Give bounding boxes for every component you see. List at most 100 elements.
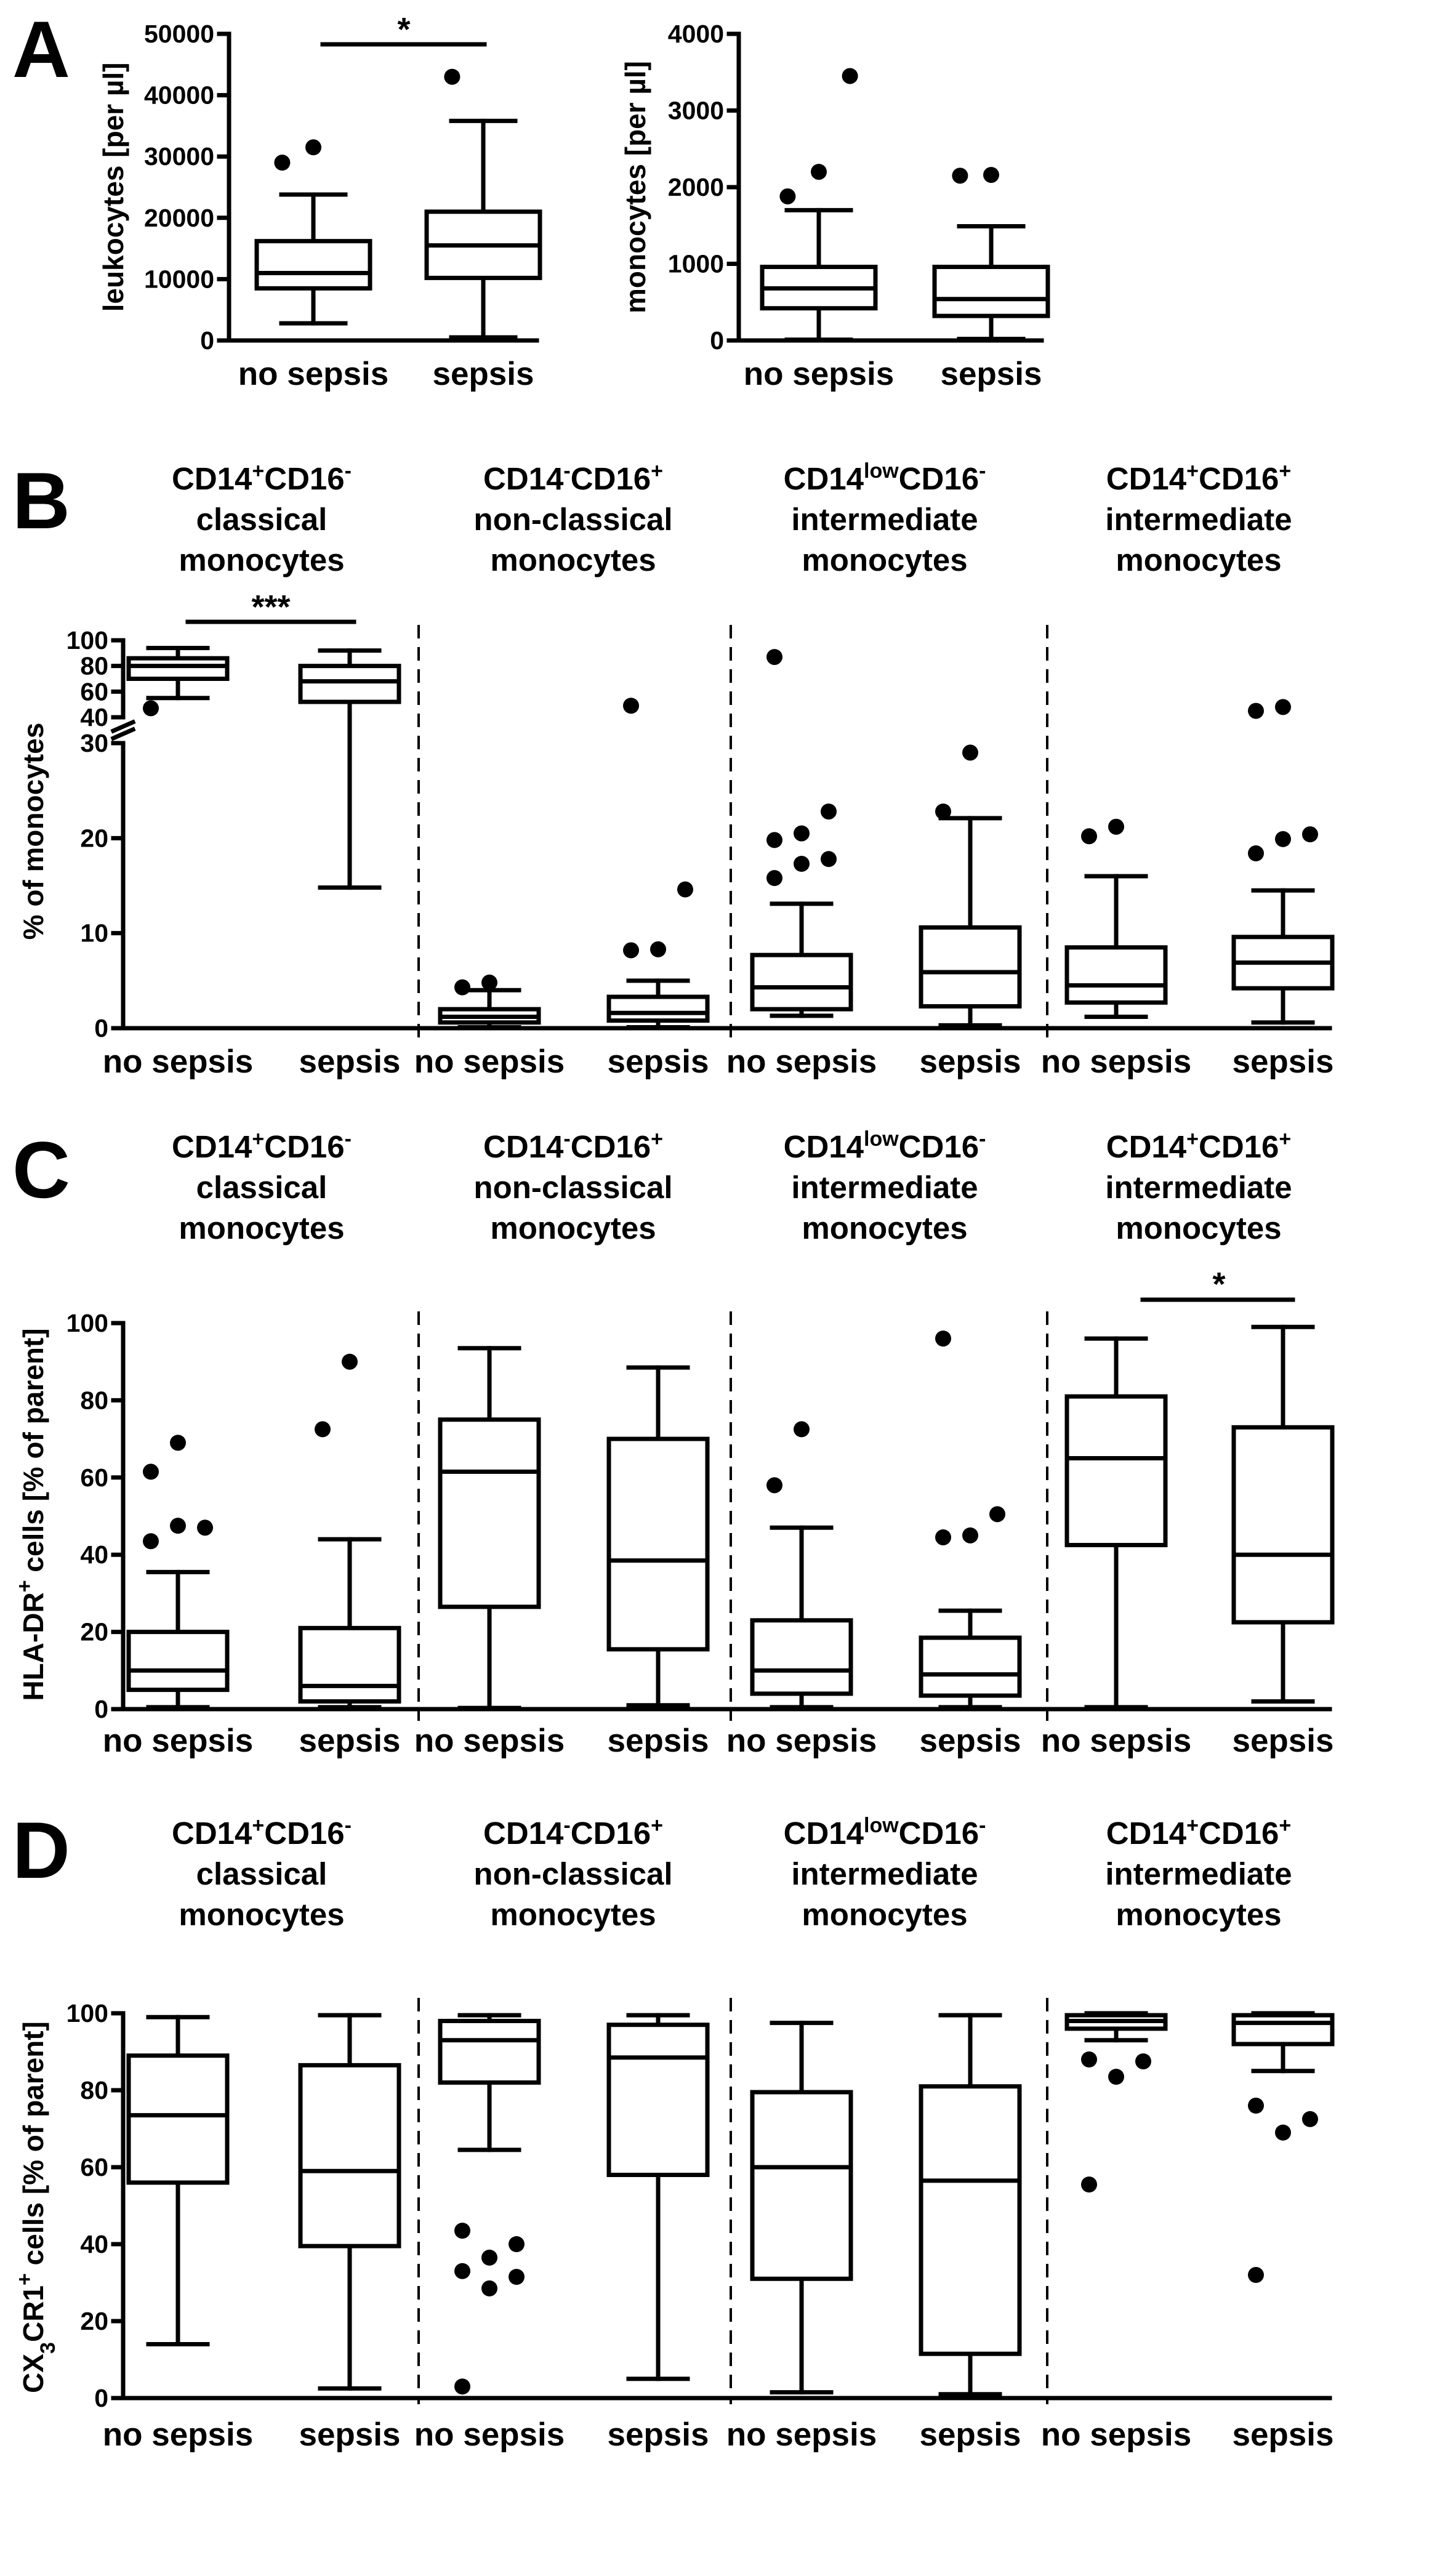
hladr-x-label: no sepsis <box>103 1723 253 1759</box>
pct-1-box <box>298 664 401 704</box>
pct-y-tick-label: 30 <box>80 729 108 757</box>
title-marker1: CD14 <box>483 1129 564 1164</box>
title-sup2: - <box>345 1127 352 1151</box>
hladr-y-tick-label: 0 <box>94 1695 108 1723</box>
cx3cr1-x-label: no sepsis <box>1041 2417 1191 2453</box>
pct-3-outlier <box>623 942 639 959</box>
group-title-line3: monocytes <box>490 1897 656 1932</box>
group-title-line1: CD14lowCD16- <box>784 459 986 496</box>
title-marker2: CD16 <box>899 1816 979 1851</box>
monocytes-0-outlier <box>779 188 796 204</box>
group-title-line3: monocytes <box>179 1897 344 1932</box>
title-sup1: - <box>563 1814 570 1837</box>
group-title-line1: CD14-CD16+ <box>483 459 663 496</box>
hladr-x-label: sepsis <box>607 1723 709 1759</box>
monocytes-y-tick-label: 1000 <box>668 250 724 278</box>
cx3cr1-5-box <box>919 2084 1022 2356</box>
group-title-line3: monocytes <box>1116 1897 1281 1932</box>
pct-x-label: sepsis <box>1232 1044 1333 1080</box>
hladr-5-outlier <box>935 1330 951 1347</box>
leukocytes-0-outlier <box>274 155 291 171</box>
title-sup2: + <box>651 459 663 483</box>
hladr-5-outlier <box>989 1506 1005 1523</box>
title-marker2: CD16 <box>264 1129 344 1164</box>
hladr-5-outlier <box>962 1527 978 1544</box>
hladr-0-outlier <box>170 1435 186 1451</box>
pct-axis-break-mark <box>110 719 136 734</box>
cx3cr1-7-outlier <box>1248 2098 1264 2114</box>
cx3cr1-0-box <box>126 2053 230 2185</box>
cx3cr1-3-box <box>606 2023 710 2177</box>
title-marker2: CD16 <box>264 461 344 496</box>
title-sup2: - <box>979 459 986 483</box>
title-marker1: CD14 <box>784 1816 864 1851</box>
cx3cr1-ylabel-sup: + <box>13 2273 36 2285</box>
pct-y-tick-label: 60 <box>80 677 108 706</box>
hladr-1-outlier <box>315 1421 331 1438</box>
pct-axis-break-mark <box>110 727 136 741</box>
hladr-7-box <box>1231 1425 1335 1625</box>
hladr-y-label: HLA-DR+ cells [% of parent] <box>13 1328 49 1701</box>
title-marker2: CD16 <box>571 1816 651 1851</box>
title-sup1: - <box>563 1127 570 1151</box>
group-title-line2: intermediate <box>791 502 978 537</box>
pct-4-outlier <box>794 825 810 842</box>
title-marker2: CD16 <box>899 461 979 496</box>
cx3cr1-y-tick-label: 40 <box>80 2230 108 2258</box>
cx3cr1-ylabel-mid: CR1 <box>17 2285 49 2342</box>
hladr-x-label: sepsis <box>919 1723 1021 1759</box>
cx3cr1-x-label: sepsis <box>299 2417 400 2453</box>
leukocytes-0-outlier <box>305 139 321 156</box>
title-sup2: + <box>651 1127 663 1151</box>
title-marker2: CD16 <box>264 1816 344 1851</box>
cx3cr1-2-outlier <box>454 2263 470 2279</box>
group-title-line3: monocytes <box>1116 542 1281 578</box>
leukocytes-1-outlier <box>444 68 461 85</box>
leukocytes-x-label: sepsis <box>432 356 534 392</box>
monocytes-0-outlier <box>842 68 858 84</box>
cx3cr1-y-tick-label: 100 <box>66 1999 108 2027</box>
hladr-y-tick-label: 40 <box>80 1540 108 1569</box>
leukocytes-y-label: leukocytes [per µl] <box>97 63 129 312</box>
pct-0-outlier <box>143 700 159 717</box>
panel-letter-d: D <box>12 1805 70 1895</box>
group-title-line3: monocytes <box>802 1210 967 1246</box>
monocytes-1-outlier <box>983 167 999 183</box>
pct-4-outlier <box>821 851 837 867</box>
pct-y-tick-label: 40 <box>80 703 108 731</box>
monocytes-x-label: no sepsis <box>744 356 894 392</box>
cx3cr1-x-label: sepsis <box>607 2417 709 2453</box>
cx3cr1-x-label: sepsis <box>919 2417 1021 2453</box>
title-sup1: low <box>864 1814 899 1837</box>
group-title-line2: classical <box>196 502 328 537</box>
group-title-line2: intermediate <box>791 1170 978 1205</box>
hladr-x-label: sepsis <box>299 1723 400 1759</box>
pct-x-label: sepsis <box>299 1044 400 1080</box>
pct-x-label: no sepsis <box>726 1044 877 1080</box>
title-marker2: CD16 <box>1199 461 1279 496</box>
title-marker2: CD16 <box>1199 1816 1279 1851</box>
hladr-6-box <box>1064 1394 1168 1548</box>
hladr-x-label: no sepsis <box>1041 1723 1191 1759</box>
cx3cr1-2-outlier <box>509 2269 525 2285</box>
monocytes-y-tick-label: 2000 <box>668 173 724 201</box>
title-sup1: low <box>864 1127 899 1151</box>
group-title-line1: CD14+CD16+ <box>1106 1127 1292 1164</box>
cx3cr1-2-outlier <box>481 2249 497 2266</box>
pct-4-outlier <box>766 649 782 666</box>
cx3cr1-x-label: sepsis <box>1232 2417 1333 2453</box>
title-marker1: CD14 <box>1106 1129 1187 1164</box>
group-title-line1: CD14-CD16+ <box>483 1127 663 1164</box>
panel-letter-a: A <box>12 4 70 94</box>
hladr-x-label: no sepsis <box>414 1723 565 1759</box>
cx3cr1-7-box <box>1231 2013 1335 2047</box>
hladr-4-outlier <box>794 1421 810 1438</box>
group-title-line3: monocytes <box>802 1897 967 1932</box>
pct-4-box <box>750 952 853 1012</box>
title-sup2: - <box>979 1127 986 1151</box>
cx3cr1-4-box <box>750 2090 853 2281</box>
pct-2-outlier <box>454 979 470 996</box>
pct-7-outlier <box>1275 831 1291 847</box>
pct-4-outlier <box>766 832 782 848</box>
group-title-line2: classical <box>196 1170 328 1205</box>
